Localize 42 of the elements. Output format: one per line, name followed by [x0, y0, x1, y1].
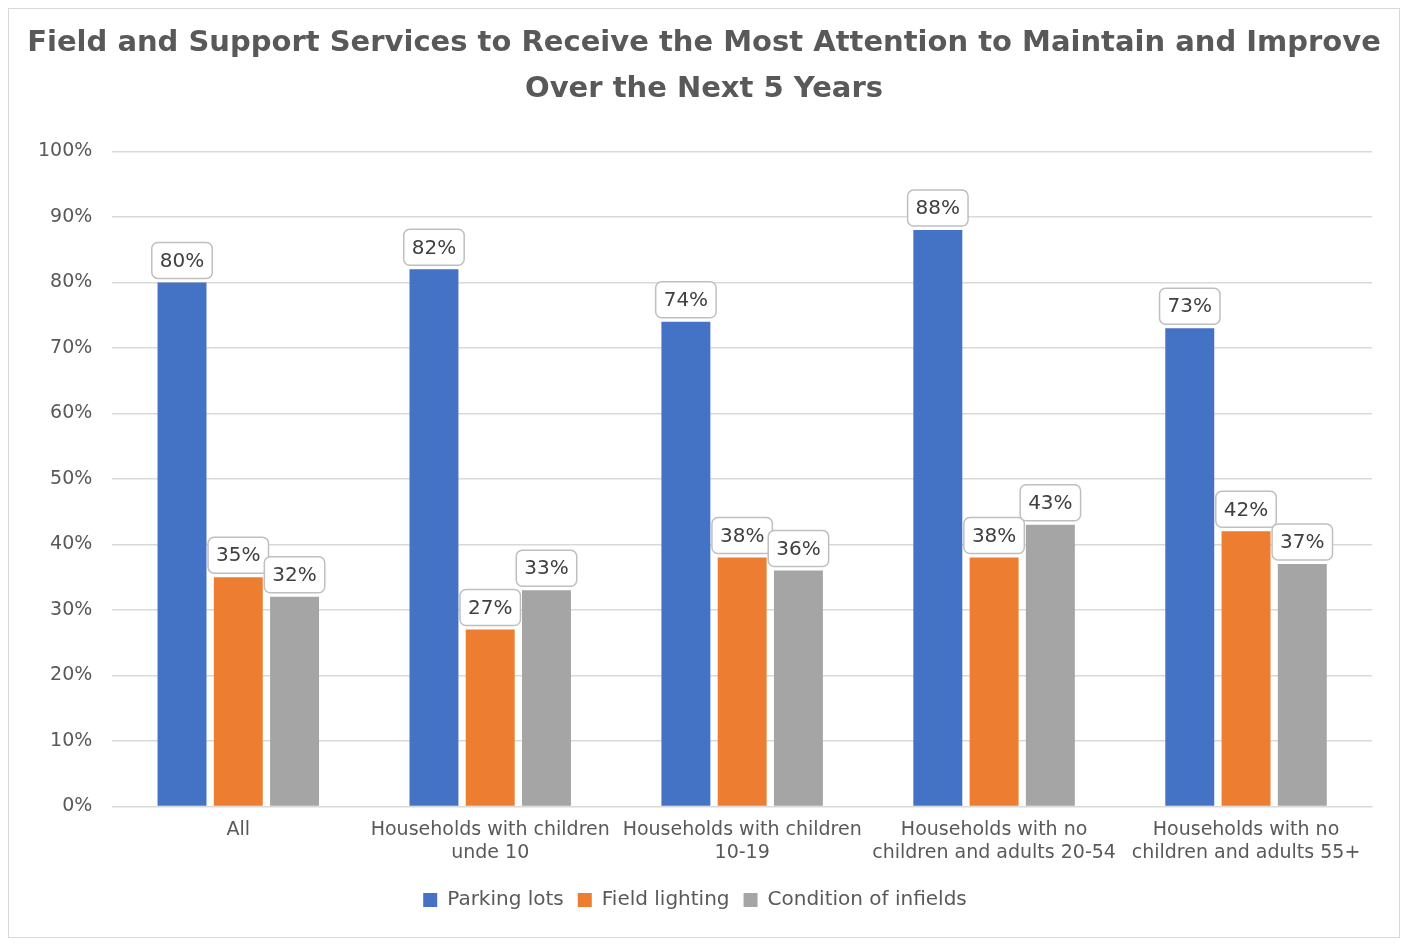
x-tick-label: Households with children 10-19 [622, 816, 862, 862]
y-tick-label: 0% [62, 793, 93, 816]
data-label: 33% [524, 555, 569, 580]
chart-title: Field and Support Services to Receive the Most Attention to Maintain and Improve Over the Next 5 Years [26, 23, 1382, 106]
y-tick-label: 20% [50, 662, 93, 685]
data-label: 35% [216, 542, 261, 567]
bar [1165, 328, 1215, 806]
x-tick-label: Households with children unde 10 [370, 816, 610, 862]
data-label: 82% [411, 234, 457, 259]
bar [1221, 531, 1271, 806]
data-label: 38% [719, 522, 765, 547]
legend-label: Field lighting [601, 886, 730, 911]
data-label: 37% [1280, 529, 1325, 554]
legend-label: Parking lots [447, 886, 564, 911]
data-label: 27% [468, 594, 513, 619]
y-tick-label: 40% [50, 531, 93, 554]
data-label: 32% [272, 562, 317, 586]
bar [522, 590, 571, 806]
x-tick-label: Households with no children and adults 55+ [1131, 816, 1361, 862]
data-label: 36% [776, 535, 821, 560]
data-label: 38% [971, 522, 1017, 547]
y-tick-label: 90% [50, 203, 93, 226]
x-tick-label: Households with no children and adults 20-54 [872, 816, 1116, 862]
bar [409, 269, 459, 806]
x-tick-label: All [226, 816, 251, 839]
y-tick-label: 10% [50, 727, 93, 750]
data-label: 42% [1223, 496, 1269, 521]
y-tick-label: 100% [37, 138, 93, 161]
legend-label: Condition of infields [767, 886, 967, 911]
bar [213, 577, 263, 806]
y-tick-label: 30% [50, 596, 93, 619]
bar [913, 230, 963, 806]
y-tick-label: 80% [50, 269, 93, 292]
y-tick-label: 70% [50, 334, 93, 357]
data-label: 73% [1167, 293, 1212, 318]
data-label: 43% [1028, 489, 1073, 514]
y-tick-label: 60% [50, 400, 93, 423]
data-label: 80% [159, 247, 205, 272]
y-tick-label: 50% [50, 465, 93, 488]
bar [1277, 564, 1327, 806]
data-label: 88% [915, 195, 961, 220]
data-label: 74% [663, 286, 709, 311]
